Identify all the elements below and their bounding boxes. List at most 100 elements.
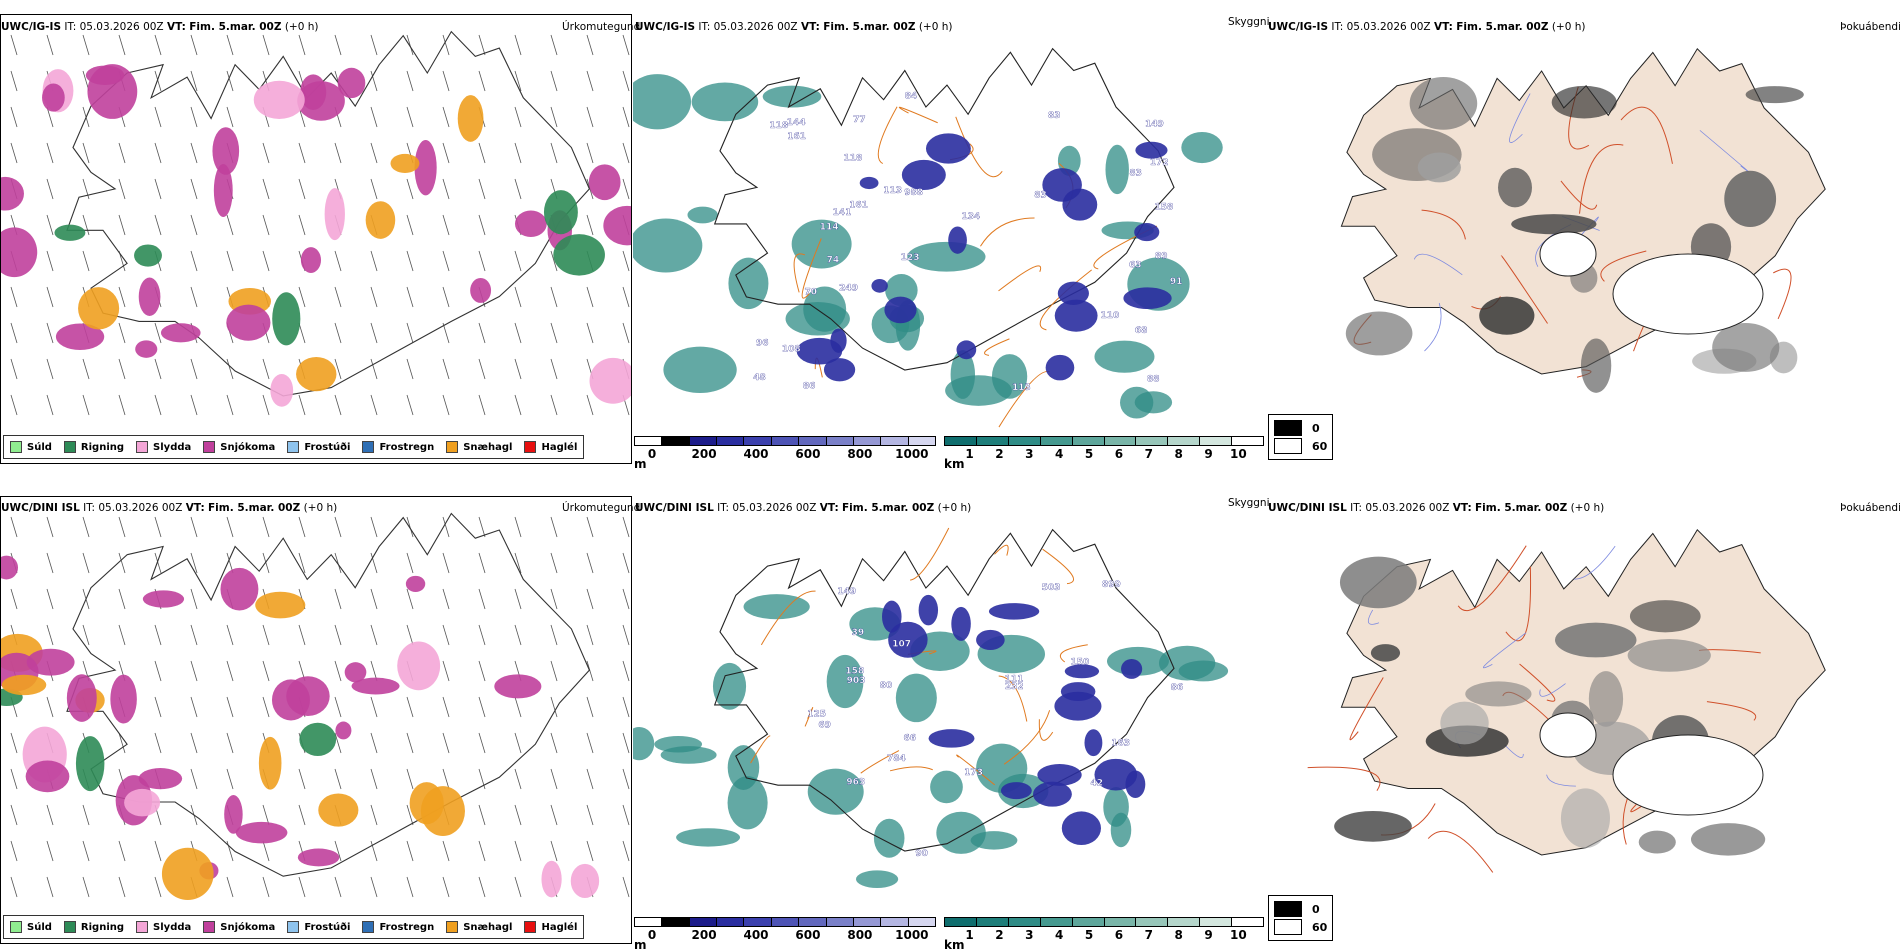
wind-barb: [46, 286, 54, 308]
ceiling-map: 503 66 149 80 111 86 125 899 903 173 90 158 150 232 78…: [633, 527, 1229, 889]
wind-barb: [406, 552, 414, 574]
precip-legend-item: Snæhagl: [446, 441, 512, 453]
legend-label: Snjókoma: [220, 441, 276, 453]
wind-barb: [154, 142, 162, 164]
legend-swatch: [362, 441, 375, 453]
precip-cell: [213, 163, 233, 218]
ceiling-value-label: 88: [1147, 375, 1160, 385]
colorbar-unit: km: [944, 938, 965, 952]
precip-cell: [1, 674, 47, 696]
ceiling-value-label: 125: [807, 709, 826, 719]
river-line: [1539, 683, 1566, 697]
panel-title: UWC/IG-IS IT: 05.03.2026 00Z VT: Fim. 5.…: [1268, 21, 1586, 33]
wind-barb: [514, 552, 522, 574]
legend-label: Frostúði: [304, 441, 351, 453]
colorbar-swatch: [1232, 918, 1264, 926]
colorbar-swatch: [662, 918, 690, 926]
wind-barb: [586, 394, 594, 416]
wind-barb: [370, 696, 378, 718]
legend-label: 60: [1312, 920, 1328, 934]
precip-cell: [272, 292, 301, 346]
ceiling-value-label: 163: [1111, 739, 1130, 749]
legend-label: 0: [1312, 421, 1320, 435]
fog-map: [1340, 47, 1826, 393]
road-line: [994, 544, 1009, 556]
legend-label: Rigning: [80, 921, 125, 933]
precip-cell: [235, 821, 288, 844]
ceiling-cell: [882, 600, 902, 633]
glacier-area: [1612, 253, 1764, 335]
wind-barb: [550, 106, 558, 128]
wind-barb: [370, 394, 378, 416]
panel-fog-row2: [1268, 515, 1900, 935]
ceiling-value-label: 172: [1150, 158, 1169, 168]
ceiling-value-label: 134: [962, 212, 981, 222]
wind-barb: [550, 34, 558, 56]
visibility-colorbar: km 1 2 3 4 5 6 7 8 9 10: [944, 917, 1264, 952]
colorbar-tick: 0: [647, 928, 657, 942]
wind-barb: [406, 624, 414, 646]
colorbar-swatch: [1168, 918, 1201, 926]
precip-cell: [588, 164, 621, 201]
wind-barb: [370, 142, 378, 164]
wind-barb: [370, 34, 378, 56]
wind-barb: [550, 358, 558, 380]
visibility-cell: [691, 82, 759, 122]
colorbar-swatch: [689, 918, 718, 926]
panel-title: UWC/IG-IS IT: 05.03.2026 00Z VT: Fim. 5.…: [1, 21, 319, 33]
visibility-cell: [1178, 660, 1229, 682]
legend-swatch: [287, 441, 300, 453]
visibility-cell: [936, 811, 986, 854]
colorbar-tick: 5: [1084, 447, 1094, 461]
colorbar-swatch: [689, 437, 718, 445]
colorbar-tick: 400: [743, 928, 769, 942]
wind-barb: [46, 588, 54, 610]
colorbar-swatch: [826, 918, 854, 926]
wind-barb: [190, 106, 198, 128]
precip-cell: [124, 788, 161, 817]
wind-barb: [154, 876, 162, 898]
wind-barb: [514, 70, 522, 92]
colorbar-swatch: [976, 918, 1009, 926]
visibility-cell: [633, 218, 703, 273]
wind-barb: [586, 768, 594, 790]
wind-barb: [478, 804, 486, 826]
ceiling-value-label: 84: [905, 92, 918, 102]
precip-cell: [300, 74, 327, 110]
wind-barb: [82, 516, 90, 538]
fog-cell: [1629, 600, 1701, 633]
colorbar-swatch: [1072, 918, 1105, 926]
wind-barb: [10, 768, 18, 790]
wind-barb: [262, 142, 270, 164]
wind-barb: [370, 516, 378, 538]
wind-barb: [514, 142, 522, 164]
glacier-area: [1539, 712, 1597, 758]
wind-barb: [442, 768, 450, 790]
wind-barb: [406, 768, 414, 790]
colorbar-tick: 400: [743, 447, 769, 461]
wind-barb: [118, 552, 126, 574]
fog-cell: [1511, 214, 1597, 235]
legend-swatch: [446, 921, 459, 933]
colorbar-swatch: [881, 437, 909, 445]
wind-barb: [226, 516, 234, 538]
fog-map: [1307, 528, 1826, 873]
road-line: [1421, 209, 1466, 240]
wind-barb: [82, 804, 90, 826]
legend-swatch: [362, 921, 375, 933]
precip-legend-item: Frostregn: [362, 921, 434, 933]
road-line: [1773, 268, 1792, 320]
precip-cell: [589, 357, 631, 404]
precip-cell: [85, 65, 125, 86]
fog-cell: [1334, 810, 1412, 842]
wind-barb: [226, 840, 234, 862]
legend-swatch: [63, 441, 76, 453]
road-line: [793, 253, 806, 293]
wind-barb: [334, 322, 342, 344]
river-line: [1509, 93, 1531, 144]
wind-barb: [622, 286, 630, 308]
ceiling-cell: [1123, 287, 1172, 310]
colorbar-swatch: [799, 437, 827, 445]
wind-barb: [514, 394, 522, 416]
road-line: [860, 750, 900, 774]
